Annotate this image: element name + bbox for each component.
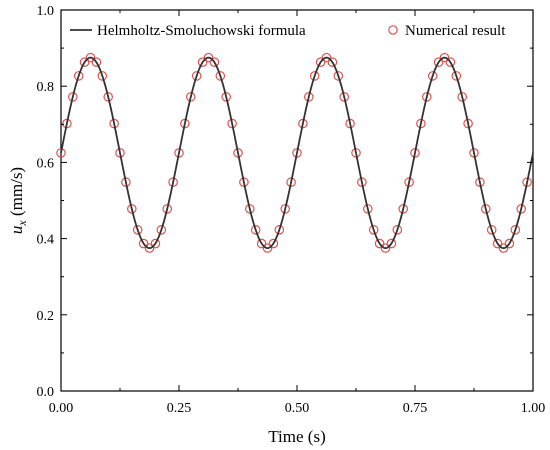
y-tick-label: 1.0: [37, 4, 55, 19]
numerical-result-point: [79, 57, 90, 67]
numerical-result-point: [256, 238, 267, 249]
numerical-result-point: [480, 204, 491, 214]
x-tick-label: 0.00: [49, 401, 74, 416]
y-tick-label: 0.8: [37, 80, 55, 95]
numerical-result-point: [203, 52, 214, 63]
numerical-result-point: [73, 71, 84, 81]
y-axis-symbol: u: [7, 226, 26, 235]
numerical-result-point: [280, 204, 290, 214]
x-axis-title: Time (s): [268, 427, 325, 446]
y-tick-label: 0.6: [37, 156, 55, 171]
numerical-result-point: [321, 52, 332, 63]
numerical-result-point: [197, 57, 208, 67]
numerical-result-point: [162, 204, 172, 214]
numerical-result-point: [191, 71, 202, 81]
numerical-result-point: [209, 57, 220, 67]
numerical-result-point: [97, 71, 108, 81]
numerical-result-point: [85, 52, 96, 63]
numerical-result-point: [103, 92, 113, 102]
numerical-result-series: [56, 52, 532, 253]
numerical-result-point: [504, 238, 515, 249]
numerical-result-point: [315, 57, 326, 67]
numerical-result-point: [327, 57, 338, 67]
y-tick-label: 0.4: [37, 233, 55, 248]
numerical-result-point: [486, 225, 497, 235]
y-axis: 0.0 0.2 0.4 0.6 0.8 1.0: [37, 4, 533, 400]
x-axis: 0.00 0.25 0.50 0.75 1.00: [49, 10, 546, 416]
numerical-result-point: [303, 92, 314, 102]
numerical-result-point: [380, 243, 391, 253]
legend-marker-label: Numerical result: [405, 23, 506, 39]
x-tick-label: 0.50: [285, 401, 310, 416]
numerical-result-point: [445, 57, 456, 67]
numerical-result-point: [309, 71, 320, 81]
numerical-result-point: [215, 71, 226, 81]
numerical-result-point: [433, 57, 444, 67]
numerical-result-point: [268, 238, 279, 249]
x-tick-label: 0.75: [403, 401, 428, 416]
numerical-result-point: [492, 238, 503, 249]
numerical-result-point: [274, 225, 285, 235]
numerical-result-point: [457, 92, 467, 102]
x-tick-label: 1.00: [521, 401, 546, 416]
numerical-result-point: [150, 238, 161, 249]
numerical-result-point: [439, 52, 450, 63]
numerical-result-point: [333, 71, 344, 81]
numerical-result-point: [186, 92, 196, 102]
y-tick-label: 0.2: [37, 309, 55, 324]
numerical-result-point: [427, 71, 438, 81]
numerical-result-point: [262, 243, 273, 253]
plot-frame: [60, 9, 534, 392]
numerical-result-point: [516, 204, 526, 214]
numerical-result-point: [498, 243, 509, 253]
numerical-result-point: [368, 225, 379, 235]
y-axis-title: ux (mm/s): [7, 167, 29, 234]
x-tick-label: 0.25: [167, 401, 192, 416]
numerical-result-point: [132, 225, 143, 235]
numerical-result-point: [386, 238, 397, 249]
numerical-result-point: [156, 225, 167, 235]
numerical-result-point: [398, 204, 408, 214]
helmholtz-smoluchowski-line: [60, 56, 534, 250]
numerical-result-point: [421, 92, 432, 102]
numerical-result-point: [245, 204, 255, 214]
numerical-result-point: [339, 92, 349, 102]
numerical-result-point: [221, 92, 231, 102]
numerical-result-point: [374, 238, 385, 249]
y-tick-label: 0.0: [37, 385, 55, 400]
numerical-result-point: [392, 225, 403, 235]
numerical-result-point: [127, 204, 137, 214]
legend-marker-swatch: [388, 25, 398, 35]
numerical-result-point: [144, 243, 155, 253]
numerical-result-point: [362, 204, 373, 214]
y-axis-subscript: x: [15, 220, 29, 227]
numerical-result-point: [138, 238, 149, 249]
numerical-result-point: [451, 71, 462, 81]
y-axis-unit: (mm/s): [7, 167, 26, 220]
numerical-result-point: [250, 225, 261, 235]
numerical-result-point: [68, 92, 78, 102]
legend: Helmholtz-Smoluchowski formula Numerical…: [70, 23, 506, 39]
numerical-result-point: [510, 225, 521, 235]
legend-line-label: Helmholtz-Smoluchowski formula: [97, 23, 306, 39]
plot-area: [56, 9, 534, 392]
numerical-result-point: [91, 57, 102, 67]
